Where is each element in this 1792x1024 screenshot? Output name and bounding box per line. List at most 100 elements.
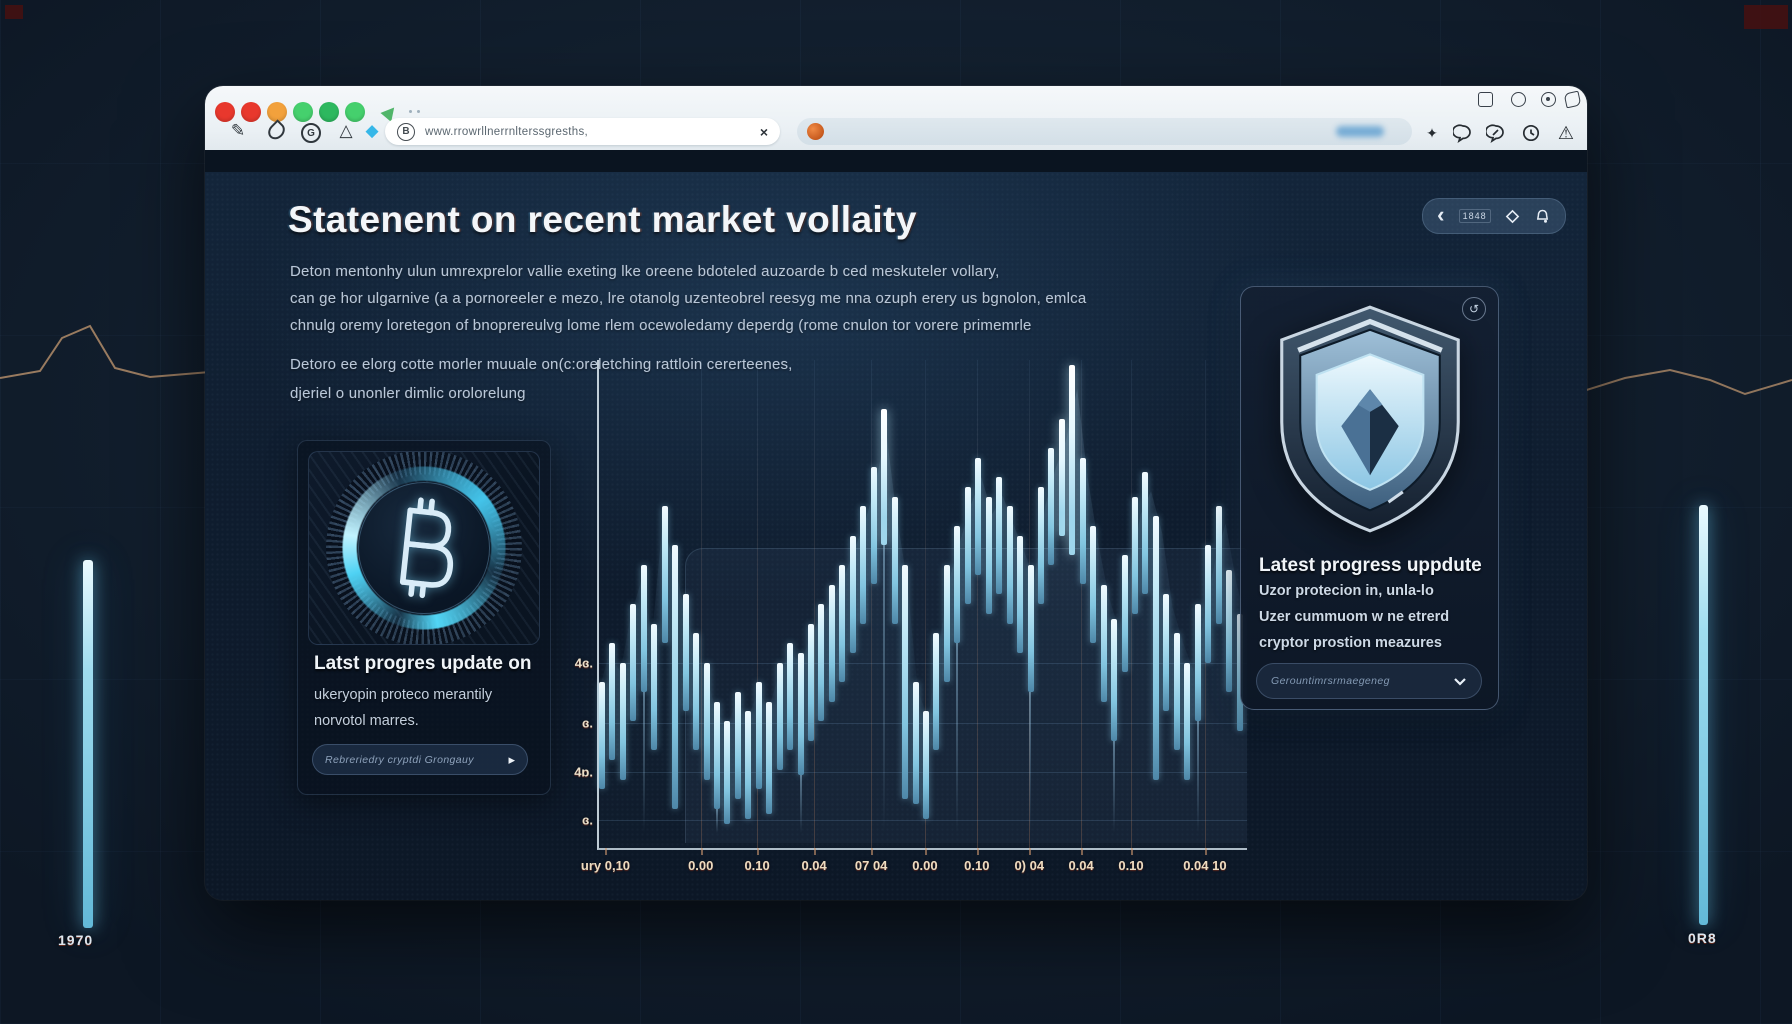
- bitcoin-coin-icon: [399, 497, 454, 599]
- volatility-bar: [599, 682, 605, 790]
- volatility-bar: [1069, 364, 1076, 556]
- volatility-bar: [797, 652, 804, 775]
- volatility-bar: [964, 486, 971, 604]
- volatility-bar: [923, 711, 929, 819]
- volatility-bar: [609, 643, 616, 761]
- refresh-icon[interactable]: ↺: [1462, 297, 1486, 321]
- volatility-bar: [766, 701, 773, 814]
- volatility-bar: [713, 701, 720, 809]
- x-tick-mark: [871, 848, 874, 855]
- dropdown-selected-value: Gerountimrsrmaegeneg: [1271, 675, 1390, 687]
- page-content: Statenent on recent market vollaity ‹ 18…: [205, 172, 1587, 900]
- x-tick-label: 0.10: [964, 858, 990, 873]
- left-card-button[interactable]: Rebreriedry cryptdi Grongauy ▸: [312, 744, 528, 775]
- highlight-smudge: [1336, 126, 1384, 137]
- volatility-bar: [1184, 662, 1191, 780]
- edit-icon[interactable]: ✎: [230, 121, 246, 140]
- gridline-vertical: [1131, 360, 1132, 848]
- volatility-bar: [1079, 457, 1086, 585]
- volatility-bar: [849, 535, 856, 653]
- x-tick-label: 0.10: [744, 858, 770, 873]
- volatility-bar: [661, 506, 668, 644]
- gridline-vertical: [871, 360, 873, 848]
- circle-icon[interactable]: [1511, 92, 1526, 107]
- traffic-light[interactable]: [345, 102, 365, 122]
- url-text[interactable]: www.rrowrllnerrnlterssgresths,: [425, 125, 589, 138]
- g-circle-icon[interactable]: G: [301, 123, 321, 143]
- volatility-bar: [651, 623, 658, 751]
- diamond-icon[interactable]: ◆: [365, 121, 379, 140]
- volatility-bar: [1142, 472, 1149, 595]
- volatility-bar: [975, 457, 982, 575]
- traffic-light[interactable]: [241, 102, 261, 122]
- sparkle-icon[interactable]: ✦: [1426, 124, 1438, 141]
- close-icon[interactable]: ×: [759, 123, 768, 140]
- bitcoin-emblem-panel: [308, 451, 540, 645]
- intro-paragraph-2: Detoro ee elorg cotte morler muuale on(c…: [290, 350, 793, 408]
- volatility-bar: [1132, 496, 1139, 614]
- address-bar[interactable]: B www.rrowrllnerrnlterssgresths, ×: [385, 118, 780, 145]
- droplet-icon[interactable]: [264, 119, 288, 143]
- volatility-bar: [776, 662, 783, 770]
- bell-icon[interactable]: [1534, 208, 1551, 225]
- y-tick-label: ɞ.: [582, 812, 593, 828]
- volatility-bar: [1121, 555, 1128, 673]
- traffic-light[interactable]: [319, 102, 339, 122]
- page-title: Statenent on recent market vollaity: [288, 198, 917, 240]
- left-card-button-label: Rebreriedry cryptdi Grongauy: [325, 753, 474, 766]
- bar-wick: [1113, 740, 1116, 834]
- volatility-bar: [1037, 486, 1044, 604]
- traffic-light[interactable]: [267, 102, 287, 122]
- eye-icon[interactable]: [1563, 90, 1582, 109]
- window-icon[interactable]: [1478, 92, 1493, 107]
- site-favicon: [807, 123, 824, 140]
- corner-mark-left: [5, 5, 23, 19]
- x-tick-label: 0.00: [912, 858, 938, 873]
- x-tick-label: 0.04 10: [1183, 858, 1227, 873]
- x-tick-mark: [1081, 848, 1084, 855]
- header-action-pill[interactable]: ‹ 1848: [1422, 198, 1566, 234]
- page-top-strip: [205, 150, 1587, 174]
- x-tick-mark: [924, 848, 927, 855]
- target-icon[interactable]: [1541, 92, 1556, 107]
- bar-wick: [956, 643, 959, 834]
- intro-line: Deton mentonhy ulun umrexprelor vallie e…: [290, 263, 1000, 280]
- gridline-vertical: [976, 360, 978, 848]
- volatility-bar: [1173, 633, 1180, 751]
- volatility-bar: [640, 564, 647, 692]
- intro-line: can ge hor ulgarnive (a a pornoreeler e …: [290, 290, 1087, 307]
- volatility-bar: [808, 623, 815, 741]
- clock-icon[interactable]: [1520, 122, 1542, 144]
- secondary-address-pill[interactable]: [797, 118, 1412, 145]
- traffic-light[interactable]: [293, 102, 313, 122]
- browser-chrome: ✎ G △ ◆ B www.rrowrllnerrnlterssgresths,…: [205, 86, 1587, 151]
- speck-dot: [417, 110, 420, 113]
- bar-wick: [715, 808, 718, 834]
- volatility-bar: [1194, 604, 1201, 722]
- background-glow-bar-right: [1699, 505, 1708, 925]
- intro-paragraph: Deton mentonhy ulun umrexprelor vallie e…: [290, 258, 1086, 339]
- x-tick-label: 0.04: [1068, 858, 1094, 873]
- volatility-bar: [1048, 447, 1055, 565]
- volatility-bar: [943, 564, 950, 683]
- volatility-bar: [1152, 516, 1159, 780]
- volatility-bar: [1205, 545, 1212, 663]
- volatility-bar: [1006, 506, 1013, 624]
- volatility-bar: [724, 721, 731, 824]
- right-card-dropdown[interactable]: Gerountimrsrmaegeneg: [1256, 663, 1482, 699]
- volatility-bar: [619, 662, 626, 780]
- chat-edit-icon[interactable]: [1485, 122, 1507, 144]
- protection-update-card: ↺: [1240, 286, 1499, 710]
- traffic-light[interactable]: [215, 102, 235, 122]
- back-arrow-icon[interactable]: ‹: [1437, 201, 1445, 227]
- warning-icon[interactable]: ⚠: [1557, 122, 1575, 143]
- left-card-title: Latst progres update on: [314, 653, 532, 674]
- chat-icon[interactable]: [1452, 122, 1474, 144]
- volatility-bar: [891, 496, 898, 624]
- triangle-icon[interactable]: △: [339, 121, 353, 140]
- diamond-outline-icon[interactable]: [1505, 209, 1520, 224]
- header-badge: 1848: [1458, 209, 1491, 223]
- x-tick-mark: [757, 848, 760, 855]
- volatility-bar: [1226, 569, 1233, 692]
- volatility-bar: [818, 604, 825, 722]
